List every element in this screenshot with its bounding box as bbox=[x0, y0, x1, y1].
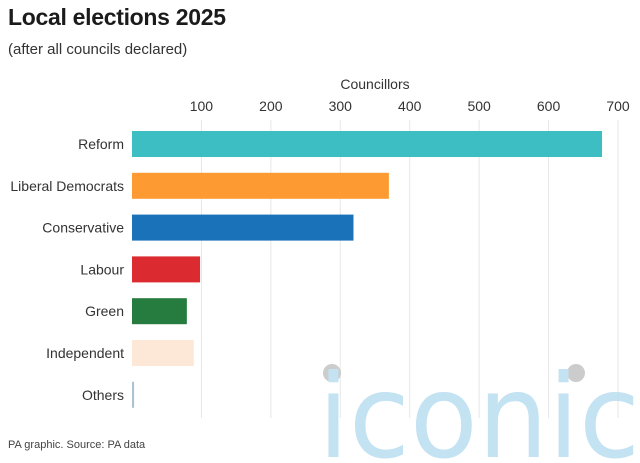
watermark-dot-right bbox=[567, 364, 585, 382]
bar-conservative bbox=[132, 214, 354, 241]
bar-green bbox=[132, 298, 187, 325]
bar-reform bbox=[132, 131, 603, 157]
watermark-text: iconic bbox=[318, 350, 640, 463]
chart-title: Local elections 2025 bbox=[8, 4, 226, 30]
x-tick-label: 300 bbox=[329, 98, 353, 114]
category-label: Labour bbox=[80, 261, 124, 277]
category-label: Others bbox=[82, 387, 124, 403]
watermark-dot-left bbox=[323, 364, 341, 382]
x-axis-title: Councillors bbox=[340, 76, 409, 92]
category-label: Independent bbox=[46, 345, 124, 361]
x-tick-label: 400 bbox=[398, 98, 422, 114]
x-tick-label: 100 bbox=[190, 98, 214, 114]
category-label: Reform bbox=[78, 136, 124, 152]
bar-liberal-democrats bbox=[132, 172, 389, 199]
bar-labour bbox=[132, 256, 201, 283]
x-tick-label: 200 bbox=[259, 98, 283, 114]
footer-source: PA graphic. Source: PA data bbox=[8, 439, 146, 451]
x-tick-label: 600 bbox=[537, 98, 561, 114]
category-label: Green bbox=[85, 303, 124, 319]
category-label: Conservative bbox=[42, 220, 124, 236]
iconic-watermark: iconic bbox=[318, 350, 640, 463]
x-tick-label: 700 bbox=[606, 98, 630, 114]
bar-independent bbox=[132, 340, 194, 366]
x-tick-label: 500 bbox=[467, 98, 491, 114]
category-label: Liberal Democrats bbox=[10, 178, 124, 194]
bar-others bbox=[132, 381, 135, 408]
chart-subtitle: (after all councils declared) bbox=[8, 41, 188, 58]
